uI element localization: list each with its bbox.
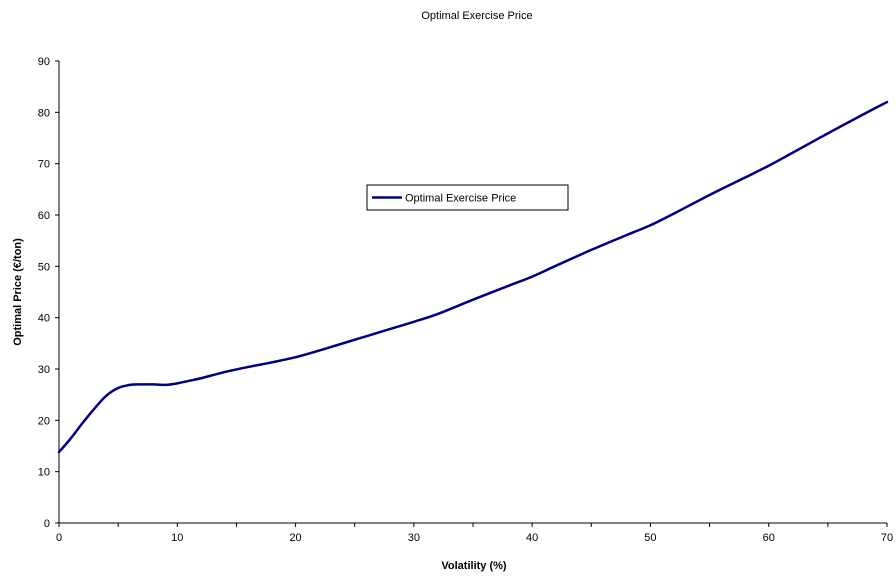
y-tick-label: 50 [38,261,50,273]
y-tick-label: 90 [38,56,50,68]
x-tick-label: 0 [56,532,62,544]
y-tick-label: 10 [38,467,50,479]
x-tick-label: 30 [408,532,420,544]
plot-background [59,61,887,523]
x-tick-label: 60 [763,532,775,544]
series-layer [57,100,889,454]
x-tick-label: 50 [644,532,656,544]
y-tick-label: 70 [38,159,50,171]
x-tick-label: 70 [881,532,893,544]
y-tick-label: 30 [38,364,50,376]
y-tick-label: 0 [44,518,50,530]
plot-area [59,61,887,523]
y-tick-label: 20 [38,415,50,427]
legend-entry-optimal-exercise-price: Optimal Exercise Price [405,193,516,205]
y-tick-label: 80 [38,107,50,119]
series-line-0 [57,100,889,454]
x-axis: 0 10 20 30 40 50 60 70 [56,522,893,544]
y-tick-label: 60 [38,210,50,222]
legend: Optimal Exercise Price [366,184,569,211]
y-axis-label: Optimal Price (€/ton) [12,238,24,346]
chart-title: Optimal Exercise Price [421,10,532,22]
x-tick-label: 40 [526,532,538,544]
x-tick-label: 10 [171,532,183,544]
y-axis: 0 10 20 30 40 50 60 70 80 90 [38,56,60,530]
y-tick-label: 40 [38,313,50,325]
x-axis-label: Volatility (%) [441,560,507,572]
x-tick-label: 20 [289,532,301,544]
